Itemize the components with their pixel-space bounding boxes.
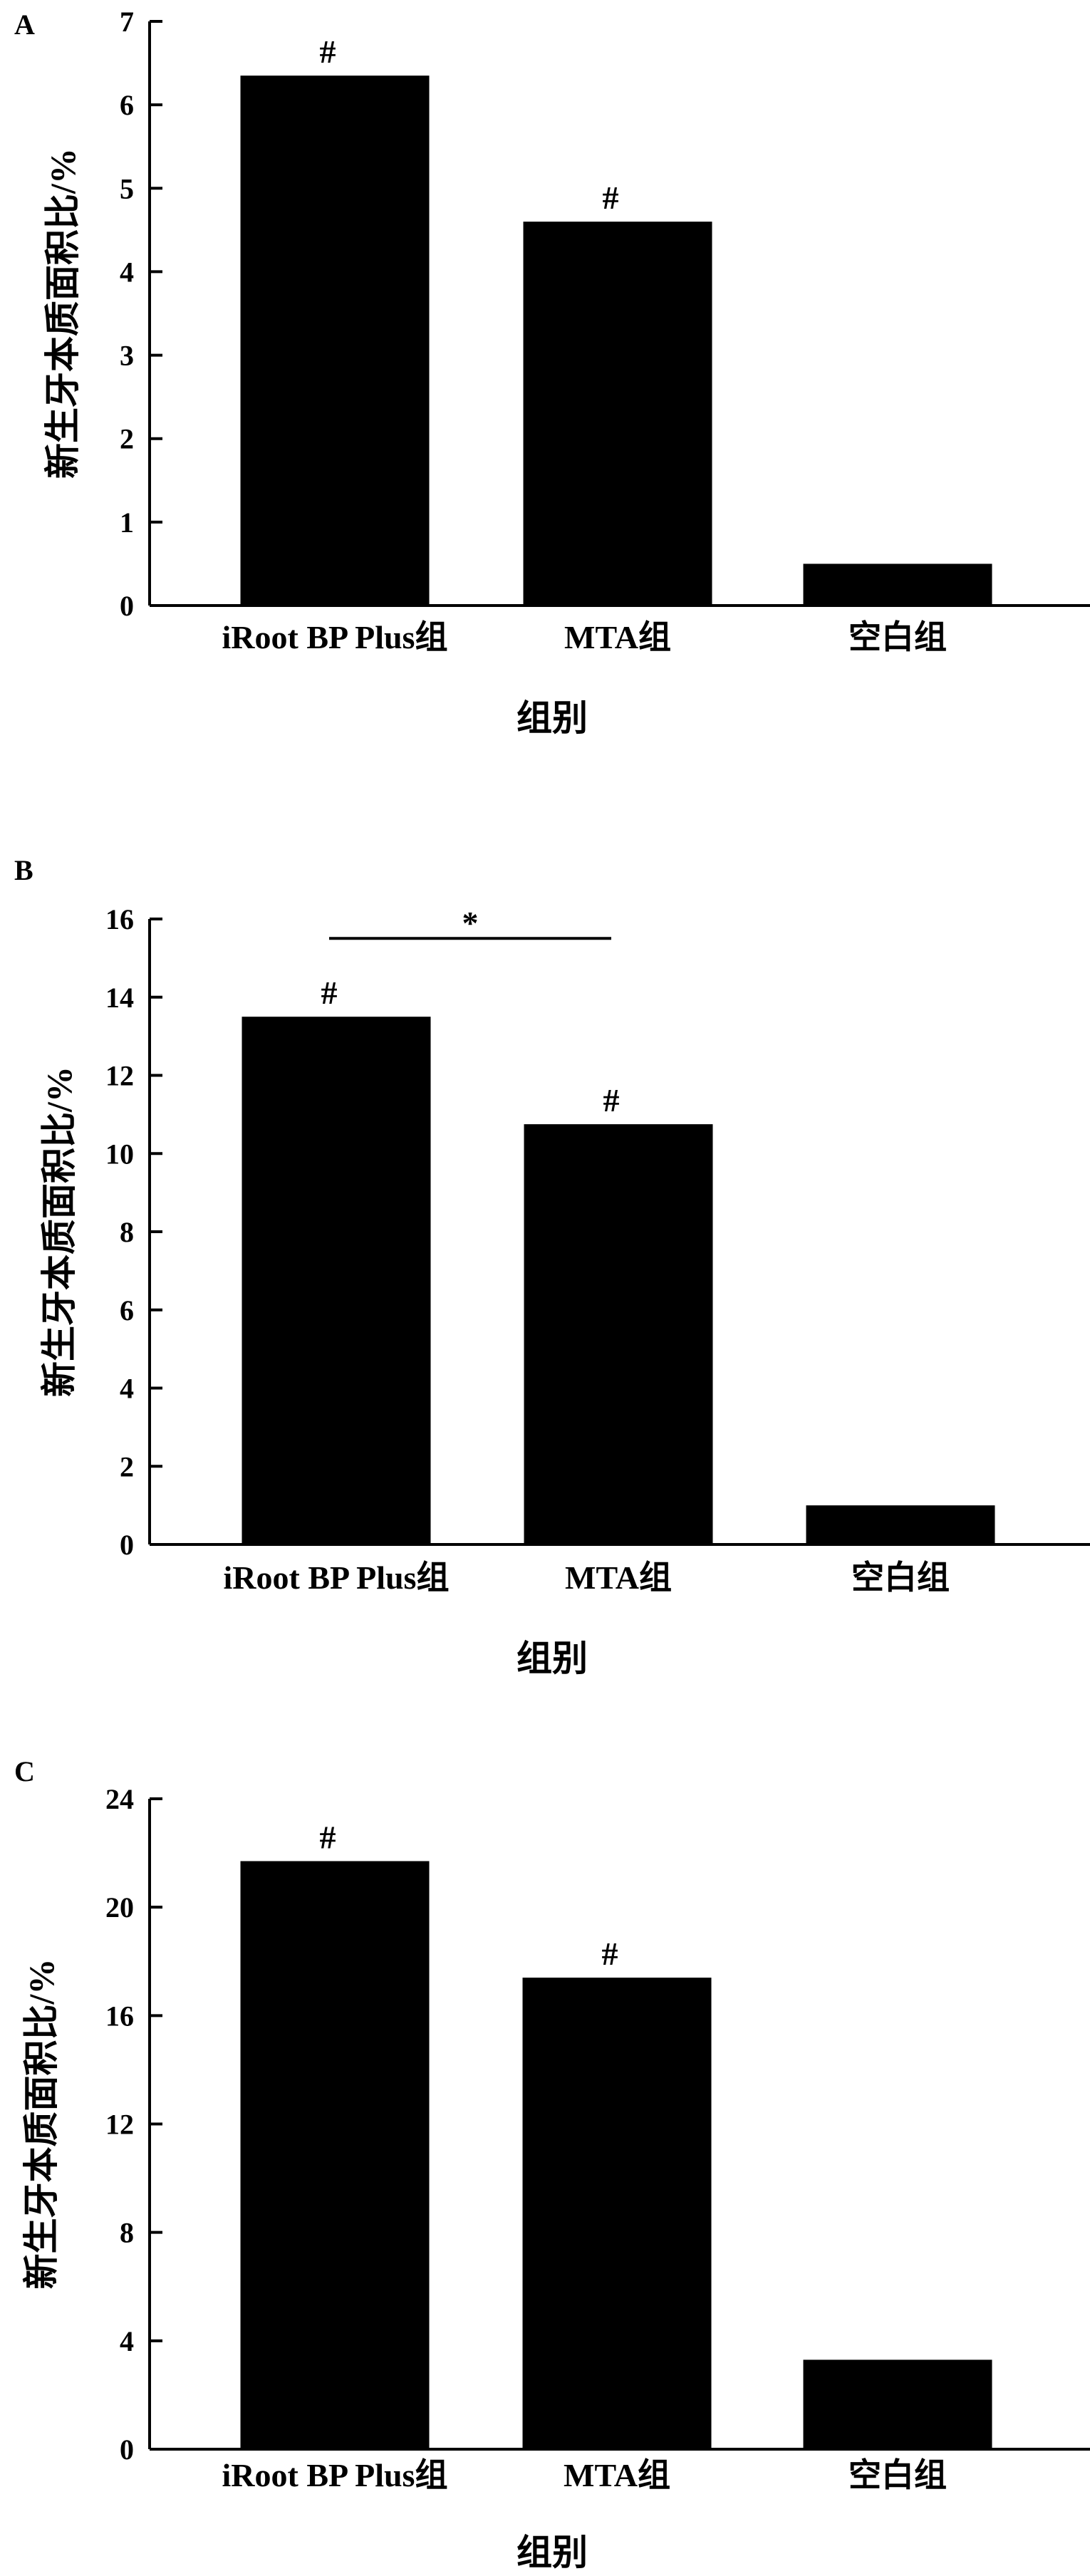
y-tick-label: 12 [105, 2109, 134, 2141]
bar-3 [806, 1505, 995, 1544]
y-axis-title: 新生牙本质面积比/% [43, 148, 83, 479]
bar-3 [803, 564, 992, 606]
panel-label: A [14, 9, 35, 41]
x-axis-title: 组别 [517, 698, 588, 738]
y-tick-label: 8 [120, 2217, 134, 2249]
bar-2 [523, 222, 712, 606]
chart-panel-b: B 0 2 4 6 8 10 12 14 16 iRoot BP Plus组 # MTA组 # 空白组 * 组别… [14, 854, 1090, 1678]
y-tick-label: 5 [120, 172, 134, 204]
comparison-star: * [462, 905, 479, 941]
significance-mark: # [321, 975, 338, 1011]
x-category-label: MTA组 [565, 1559, 672, 1596]
y-tick-label: 2 [120, 423, 134, 455]
x-category-label: 空白组 [851, 1559, 950, 1596]
y-axis-title: 新生牙本质面积比/% [39, 1066, 79, 1397]
y-tick-label: 24 [105, 1783, 134, 1815]
bar-1 [242, 1017, 431, 1544]
y-tick-label: 0 [120, 2434, 134, 2466]
y-tick-label: 4 [120, 2325, 134, 2357]
x-category-label: 空白组 [848, 2457, 947, 2493]
significance-mark: # [602, 1936, 618, 1972]
y-tick-label: 0 [120, 1529, 134, 1561]
significance-mark: # [320, 33, 336, 70]
x-category-label: iRoot BP Plus组 [222, 2457, 448, 2493]
y-tick-label: 8 [120, 1216, 134, 1248]
y-tick-label: 20 [105, 1891, 134, 1923]
significance-mark: # [320, 1819, 336, 1855]
y-tick-label: 4 [120, 1373, 134, 1405]
y-tick-label: 16 [105, 2000, 134, 2032]
x-category-label: iRoot BP Plus组 [222, 619, 448, 655]
x-category-label: MTA组 [564, 2457, 670, 2493]
y-tick-label: 4 [120, 256, 134, 288]
y-tick-label: 1 [120, 507, 134, 539]
y-tick-label: 12 [105, 1060, 134, 1092]
y-tick-label: 7 [120, 6, 134, 38]
panel-label: C [14, 1755, 35, 1787]
bar-2 [524, 1124, 713, 1544]
y-tick-label: 6 [120, 89, 134, 121]
x-category-label: iRoot BP Plus组 [224, 1559, 450, 1596]
panel-label: B [14, 854, 33, 886]
y-tick-label: 10 [105, 1138, 134, 1170]
y-tick-label: 0 [120, 590, 134, 622]
significance-mark: # [603, 1082, 620, 1118]
bar-2 [522, 1978, 712, 2449]
bar-1 [240, 76, 430, 606]
y-axis-title: 新生牙本质面积比/% [21, 1959, 61, 2290]
bar-3 [803, 2359, 992, 2449]
y-tick-label: 2 [120, 1450, 134, 1482]
y-tick-label: 14 [105, 982, 134, 1014]
x-category-label: 空白组 [848, 619, 947, 655]
significance-mark: # [603, 180, 619, 216]
bar-1 [240, 1861, 430, 2449]
y-tick-label: 6 [120, 1294, 134, 1326]
x-axis-title: 组别 [517, 2533, 588, 2572]
x-category-label: MTA组 [564, 619, 671, 655]
y-tick-label: 3 [120, 340, 134, 372]
x-axis-title: 组别 [517, 1638, 588, 1678]
y-tick-label: 16 [105, 903, 134, 935]
